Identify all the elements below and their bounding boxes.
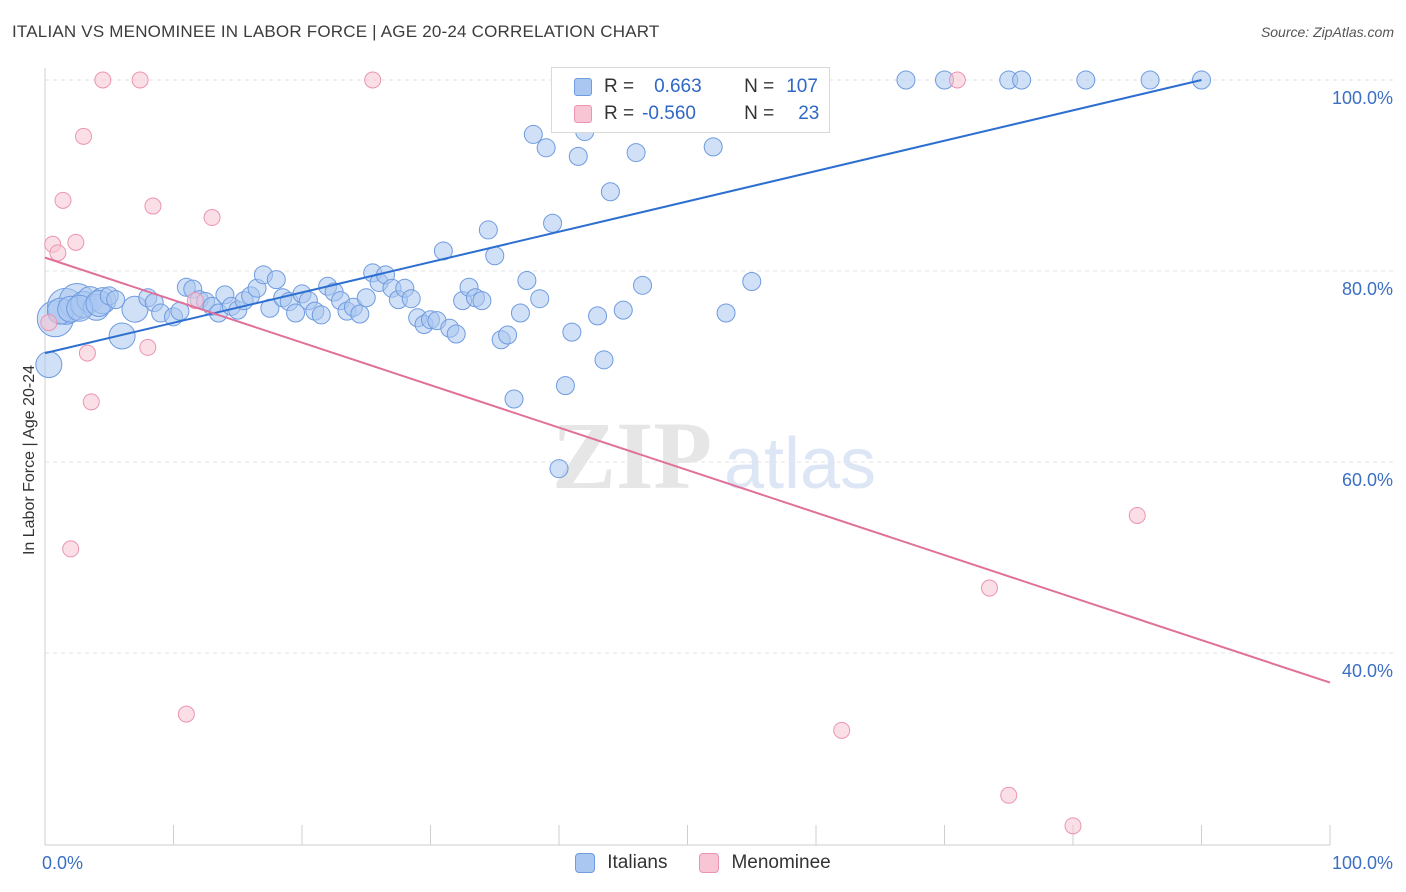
italians-point	[517, 271, 537, 291]
legend-label-italians: Italians	[607, 852, 668, 873]
italians-point	[1140, 70, 1160, 90]
legend-r-label: R =	[604, 103, 635, 124]
x-tick-label-0: 0.0%	[42, 853, 83, 873]
watermark-zip: ZIP	[552, 402, 712, 509]
legend-n-label: N =	[744, 103, 775, 124]
italians-point	[286, 303, 306, 323]
menominee-point	[364, 71, 382, 89]
stats-legend: R = 0.663 N = 107 R = -0.560 N = 23	[551, 67, 830, 133]
legend-row-menominee: R = -0.560 N = 23	[574, 102, 819, 126]
axis-layer	[44, 68, 1331, 846]
italians-point	[588, 306, 608, 326]
italians-point	[1076, 70, 1096, 90]
italians-point	[543, 213, 563, 233]
tick-layer: 100.0% 80.0% 60.0% 40.0% 0.0% 100.0%	[42, 88, 1393, 873]
grid-layer	[45, 79, 1395, 654]
menominee-point	[78, 344, 96, 362]
legend-label-menominee: Menominee	[731, 852, 831, 873]
legend-n-label: N =	[744, 76, 775, 97]
trend-layer	[44, 79, 1331, 684]
italians-point	[536, 138, 556, 158]
menominee-point	[203, 209, 221, 227]
italians-point	[742, 272, 762, 292]
menominee-point	[62, 540, 80, 558]
italians-point	[504, 389, 524, 409]
menominee-point	[67, 233, 85, 251]
y-tick-label-60: 60.0%	[1342, 470, 1393, 490]
series-legend: Italians Menominee	[0, 852, 1406, 874]
italians-point	[446, 324, 466, 344]
menominee-point	[54, 191, 72, 209]
chart-title: ITALIAN VS MENOMINEE IN LABOR FORCE | AG…	[12, 22, 660, 41]
italians-point	[510, 303, 530, 323]
italians-point	[350, 304, 370, 324]
italians-point	[549, 459, 569, 479]
menominee-point	[1000, 786, 1018, 804]
legend-r-label: R =	[604, 76, 635, 97]
menominee-point	[49, 244, 67, 262]
italians-point	[594, 350, 614, 370]
italians-point	[626, 143, 646, 163]
menominee-point	[75, 127, 93, 145]
menominee-point	[980, 579, 998, 597]
menominee-point	[186, 292, 204, 310]
legend-n-value: 107	[786, 76, 818, 97]
menominee-point	[833, 721, 851, 739]
menominee-point	[1128, 506, 1146, 524]
source-label: Source: ZipAtlas.com	[1260, 24, 1394, 40]
italians-point	[266, 270, 286, 290]
y-tick-label-40: 40.0%	[1342, 661, 1393, 681]
italians-point	[600, 182, 620, 202]
italians-trend-line	[44, 79, 1202, 355]
italians-point	[498, 325, 518, 345]
legend-swatch-menominee	[699, 853, 720, 873]
menominee-point	[94, 71, 112, 89]
italians-point	[555, 376, 575, 396]
legend-item-italians: Italians	[575, 852, 667, 874]
legend-item-menominee: Menominee	[699, 852, 831, 874]
legend-r-value: 0.663	[654, 76, 702, 97]
italians-point	[562, 322, 582, 342]
menominee-point	[82, 393, 100, 411]
italians-point	[633, 275, 653, 295]
italians-point	[356, 288, 376, 308]
menominee-trend-line	[44, 256, 1331, 684]
italians-point	[523, 124, 543, 144]
menominee-point	[139, 338, 157, 356]
italians-point	[703, 137, 723, 157]
legend-row-italians: R = 0.663 N = 107	[574, 75, 818, 99]
menominee-point	[40, 314, 58, 332]
italians-point	[530, 289, 550, 309]
legend-swatch-menominee	[574, 105, 592, 123]
legend-swatch-italians	[575, 853, 596, 873]
italians-point	[106, 290, 126, 310]
legend-n-value: 23	[798, 103, 820, 124]
menominee-point	[177, 705, 195, 723]
menominee-point	[1064, 817, 1082, 835]
watermark-atlas: atlas	[724, 424, 876, 504]
italians-point	[401, 289, 421, 309]
italians-point	[613, 300, 633, 320]
x-tick-label-100: 100.0%	[1332, 853, 1393, 873]
italians-point	[478, 220, 498, 240]
italians-point	[472, 291, 492, 311]
y-tick-label-100: 100.0%	[1332, 88, 1393, 108]
menominee-point	[144, 197, 162, 215]
italians-point	[568, 146, 588, 166]
menominee-point	[948, 71, 966, 89]
legend-swatch-italians	[574, 78, 592, 96]
italians-point	[35, 351, 63, 379]
y-tick-label-80: 80.0%	[1342, 279, 1393, 299]
italians-point	[716, 303, 736, 323]
italians-point	[896, 70, 916, 90]
italians-point	[1012, 70, 1032, 90]
menominee-point	[131, 71, 149, 89]
legend-r-value: -0.560	[642, 103, 696, 124]
italians-point	[311, 305, 331, 325]
